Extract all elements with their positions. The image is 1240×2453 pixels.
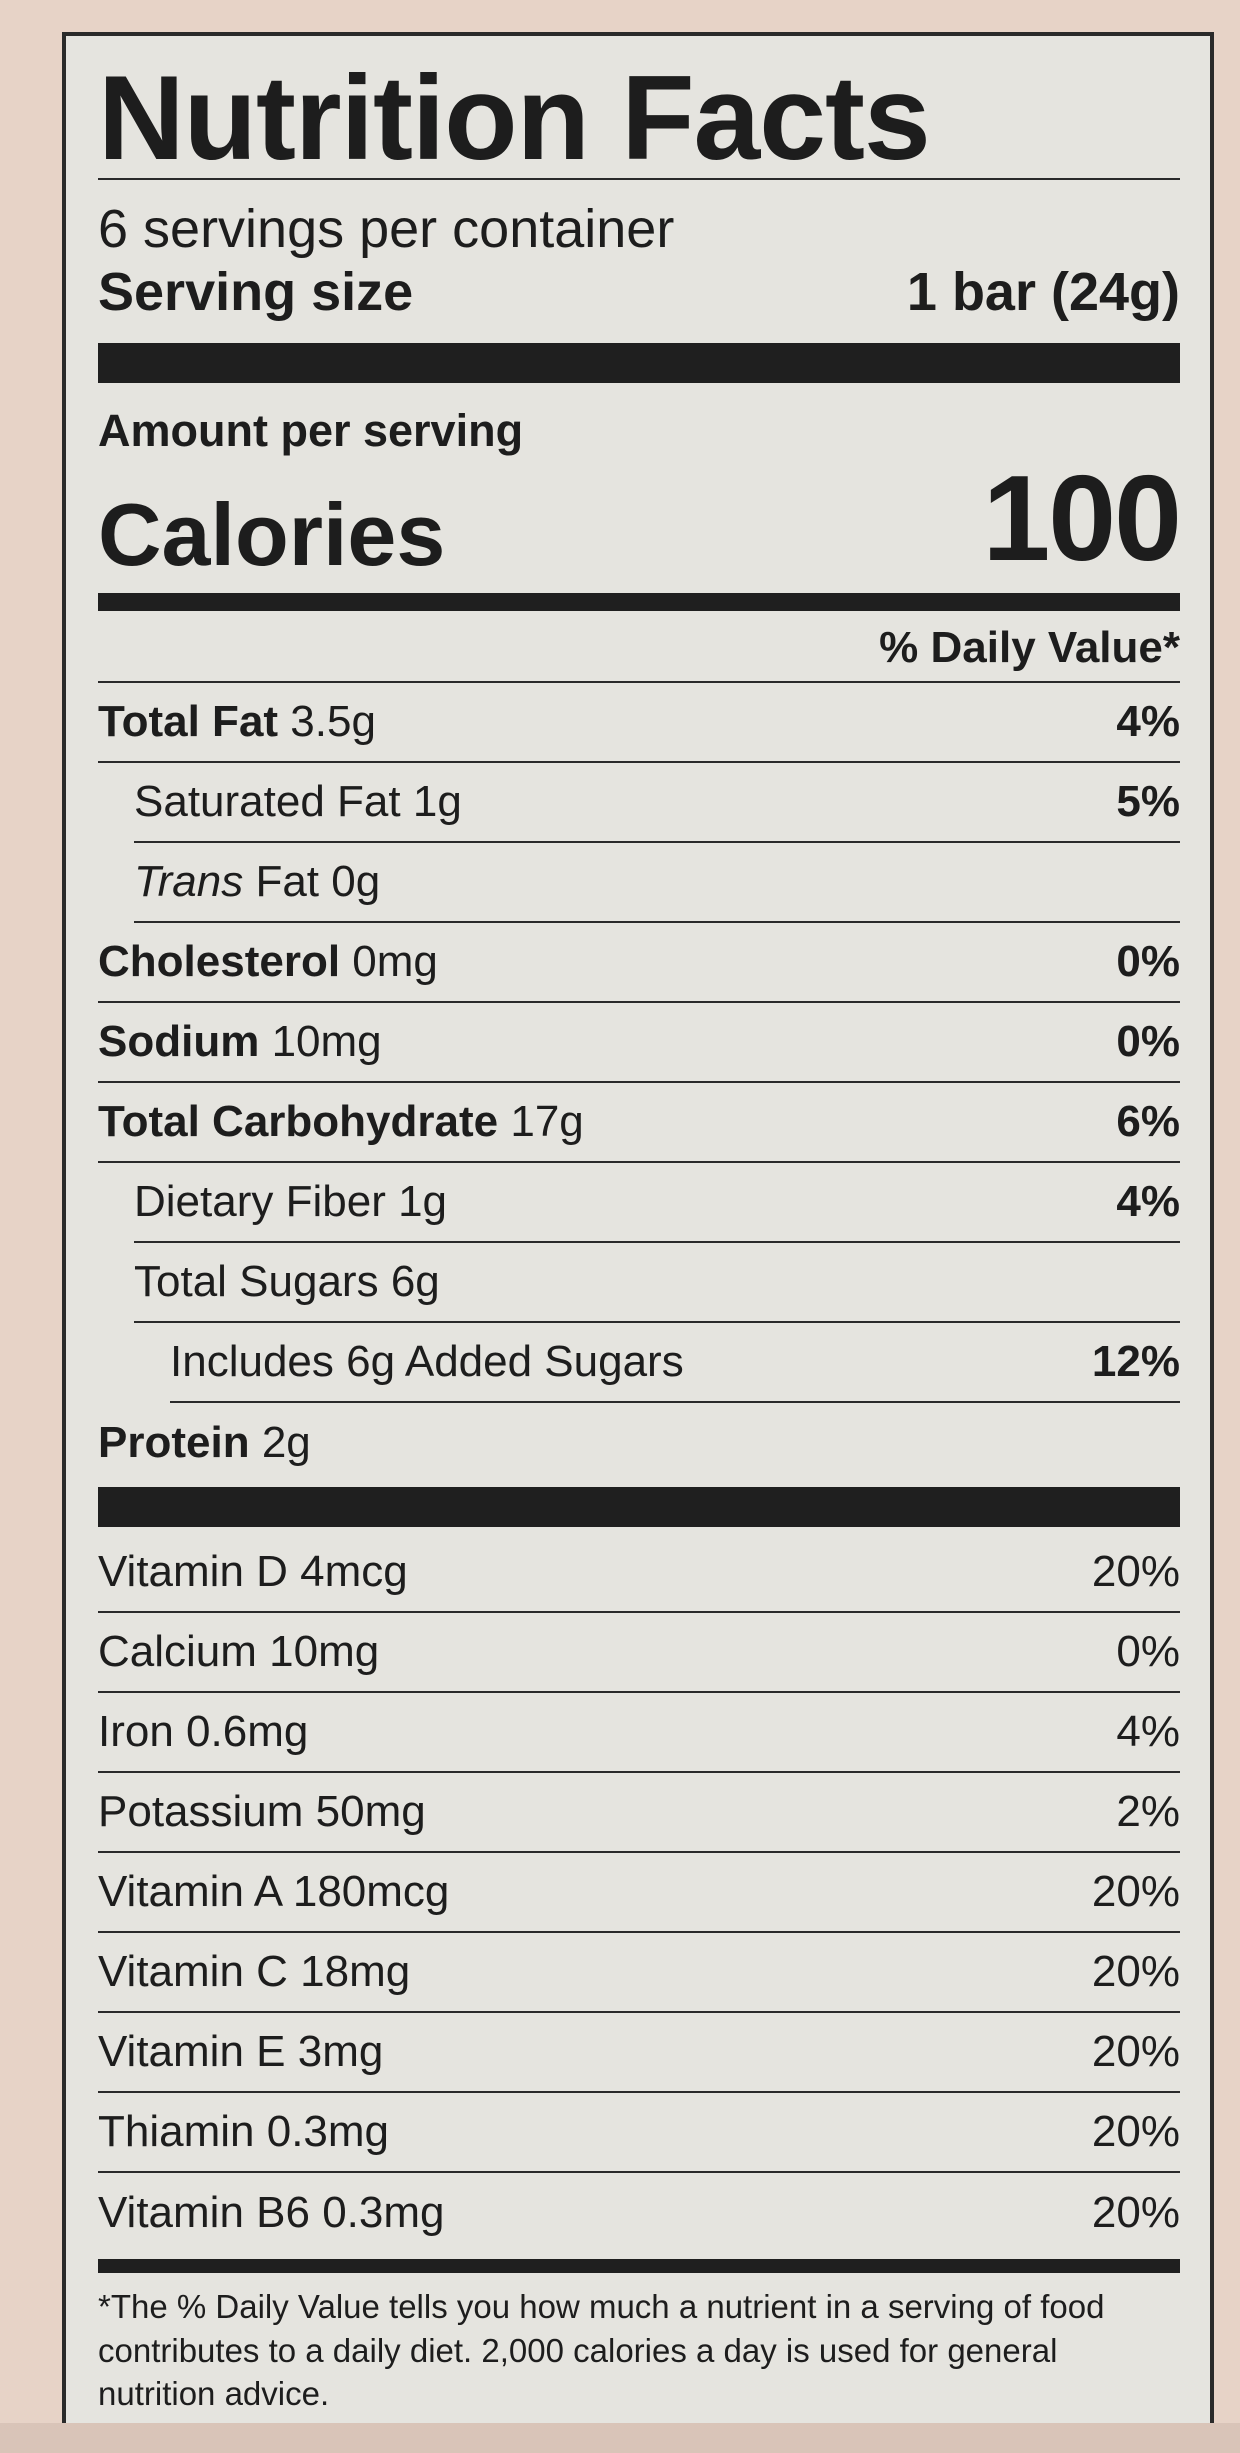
nutrient-name: Total Sugars bbox=[134, 1256, 379, 1306]
nutrient-dv: 0% bbox=[1116, 1016, 1180, 1066]
vitamin-text: Calcium 10mg bbox=[98, 1626, 380, 1676]
daily-value-footnote: *The % Daily Value tells you how much a … bbox=[98, 2287, 1105, 2413]
nutrient-dv: 12% bbox=[1091, 1336, 1180, 1386]
nutrient-dv: 4% bbox=[1116, 1176, 1180, 1226]
nutrient-row-sodium: Sodium 10mg 0% bbox=[98, 1003, 1180, 1083]
vitamin-dv: 4% bbox=[1116, 1706, 1180, 1756]
nutrient-row-saturated-fat: Saturated Fat 1g 5% bbox=[134, 763, 1180, 843]
nutrient-row-cholesterol: Cholesterol 0mg 0% bbox=[98, 923, 1180, 1003]
vitamin-dv: 2% bbox=[1116, 1786, 1180, 1836]
vitamin-text: Potassium 50mg bbox=[98, 1786, 426, 1836]
nutrient-amount: 3.5g bbox=[290, 696, 376, 746]
package-edge bbox=[0, 2423, 1240, 2453]
vitamin-dv: 20% bbox=[1091, 2187, 1180, 2237]
nutrient-amount: 6g bbox=[390, 1256, 440, 1306]
vitamin-row-vitamin-c: Vitamin C 18mg 20% bbox=[98, 1933, 1180, 2013]
calories-divider-bar bbox=[98, 592, 1180, 611]
calories-row: Calories 100 bbox=[98, 449, 1182, 586]
vitamin-row-iron: Iron 0.6mg 4% bbox=[98, 1693, 1180, 1773]
nutrient-row-protein: Protein 2g bbox=[98, 1403, 1180, 1483]
vitamin-row-vitamin-b6: Vitamin B6 0.3mg 20% bbox=[98, 2173, 1180, 2253]
nutrient-name: Sodium bbox=[98, 1016, 260, 1066]
nutrient-amount: 17g bbox=[510, 1096, 584, 1146]
nutrient-amount: 10mg bbox=[271, 1016, 382, 1066]
nutrient-row-total-fat: Total Fat 3.5g 4% bbox=[98, 683, 1180, 763]
vitamin-text: Vitamin E 3mg bbox=[98, 2026, 384, 2076]
vitamin-row-potassium: Potassium 50mg 2% bbox=[98, 1773, 1180, 1853]
vitamin-dv: 20% bbox=[1091, 1866, 1180, 1916]
nutrient-amount: 2g bbox=[261, 1417, 311, 1467]
nutrient-row-total-carbohydrate: Total Carbohydrate 17g 6% bbox=[98, 1083, 1180, 1163]
vitamin-text: Vitamin D 4mcg bbox=[98, 1546, 408, 1596]
serving-size-label: Serving size bbox=[98, 262, 414, 323]
label-title: Nutrition Facts bbox=[98, 51, 931, 185]
vitamins-divider-bar bbox=[98, 1486, 1180, 1527]
serving-divider-bar bbox=[98, 342, 1180, 383]
nutrient-dv: 6% bbox=[1116, 1096, 1180, 1146]
nutrient-name: Fat bbox=[255, 856, 320, 906]
calories-label: Calories bbox=[98, 484, 446, 584]
vitamin-row-vitamin-d: Vitamin D 4mcg 20% bbox=[98, 1533, 1180, 1613]
vitamin-text: Vitamin A 180mcg bbox=[98, 1866, 450, 1916]
vitamin-row-calcium: Calcium 10mg 0% bbox=[98, 1613, 1180, 1693]
nutrient-row-total-sugars: Total Sugars 6g bbox=[134, 1243, 1180, 1323]
nutrient-name: Dietary Fiber bbox=[134, 1176, 386, 1226]
vitamin-dv: 20% bbox=[1091, 2106, 1180, 2156]
nutrient-prefix: Trans bbox=[134, 856, 244, 906]
vitamin-row-thiamin: Thiamin 0.3mg 20% bbox=[98, 2093, 1180, 2173]
title-rule bbox=[98, 178, 1180, 180]
serving-size-value: 1 bar (24g) bbox=[906, 262, 1180, 323]
nutrient-name: Protein bbox=[98, 1417, 250, 1467]
nutrient-amount: 0mg bbox=[352, 936, 438, 986]
nutrient-dv: 0% bbox=[1116, 936, 1180, 986]
vitamin-dv: 20% bbox=[1091, 2026, 1180, 2076]
nutrition-facts-label: Nutrition Facts 6 servings per container… bbox=[62, 32, 1214, 2432]
servings-per-container: 6 servings per container bbox=[98, 199, 675, 259]
vitamin-dv: 20% bbox=[1091, 1946, 1180, 1996]
nutrient-row-trans-fat: Trans Fat 0g bbox=[134, 843, 1180, 923]
vitamin-row-vitamin-e: Vitamin E 3mg 20% bbox=[98, 2013, 1180, 2093]
vitamin-text: Vitamin B6 0.3mg bbox=[98, 2187, 445, 2237]
nutrient-name: Includes 6g Added Sugars bbox=[170, 1336, 684, 1386]
nutrient-name: Saturated Fat bbox=[134, 776, 401, 826]
vitamin-text: Iron 0.6mg bbox=[98, 1706, 309, 1756]
footnote-divider-bar bbox=[98, 2258, 1180, 2273]
amount-per-serving: Amount per serving bbox=[98, 404, 524, 456]
vitamin-row-vitamin-a: Vitamin A 180mcg 20% bbox=[98, 1853, 1180, 1933]
nutrient-dv: 5% bbox=[1116, 776, 1180, 826]
vitamin-dv: 20% bbox=[1091, 1546, 1180, 1596]
vitamin-dv: 0% bbox=[1116, 1626, 1180, 1676]
nutrient-name: Total Fat bbox=[98, 696, 279, 746]
serving-size-row: Serving size 1 bar (24g) bbox=[98, 260, 1180, 325]
nutrient-amount: 1g bbox=[398, 1176, 448, 1226]
nutrient-dv: 4% bbox=[1116, 696, 1180, 746]
vitamin-text: Vitamin C 18mg bbox=[98, 1946, 411, 1996]
nutrient-amount: 0g bbox=[331, 856, 381, 906]
nutrient-row-dietary-fiber: Dietary Fiber 1g 4% bbox=[134, 1163, 1180, 1243]
nutrient-amount: 1g bbox=[412, 776, 462, 826]
daily-value-header: % Daily Value* bbox=[98, 611, 1180, 683]
vitamin-text: Thiamin 0.3mg bbox=[98, 2106, 390, 2156]
nutrient-name: Cholesterol bbox=[98, 936, 341, 986]
nutrient-name: Total Carbohydrate bbox=[98, 1096, 499, 1146]
calories-value: 100 bbox=[982, 449, 1182, 586]
nutrient-row-added-sugars: Includes 6g Added Sugars 12% bbox=[170, 1323, 1180, 1403]
